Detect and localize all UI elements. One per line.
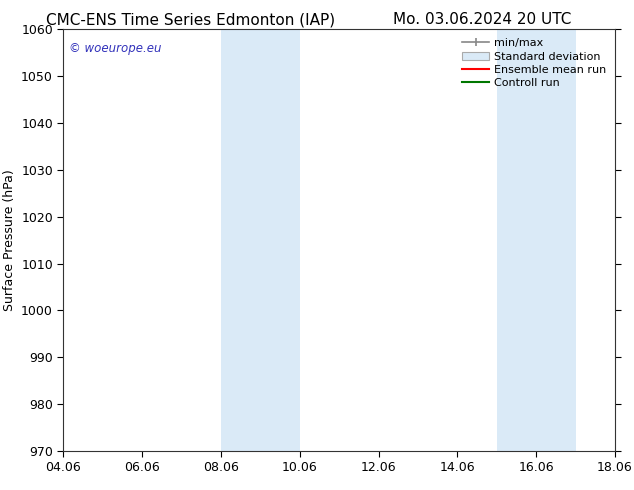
Text: Mo. 03.06.2024 20 UTC: Mo. 03.06.2024 20 UTC (392, 12, 571, 27)
Legend: min/max, Standard deviation, Ensemble mean run, Controll run: min/max, Standard deviation, Ensemble me… (458, 35, 609, 92)
Text: CMC-ENS Time Series Edmonton (IAP): CMC-ENS Time Series Edmonton (IAP) (46, 12, 335, 27)
Text: © woeurope.eu: © woeurope.eu (69, 42, 162, 55)
Bar (221, 29, 300, 451)
Bar (497, 29, 576, 451)
Y-axis label: Surface Pressure (hPa): Surface Pressure (hPa) (3, 169, 16, 311)
